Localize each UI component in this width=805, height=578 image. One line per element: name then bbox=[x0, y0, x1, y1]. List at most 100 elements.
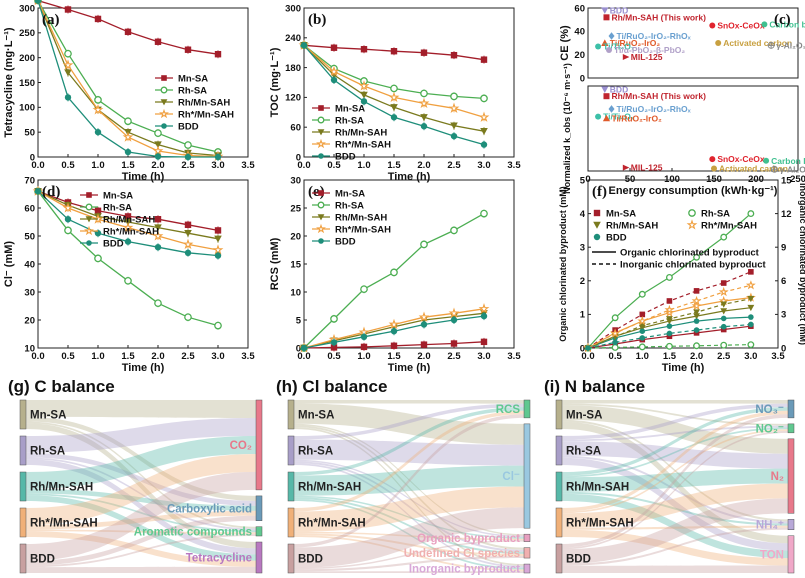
data-point bbox=[152, 230, 164, 241]
x-tick-label: 2.0 bbox=[690, 351, 703, 362]
data-point bbox=[214, 153, 222, 161]
flow-link bbox=[562, 403, 788, 440]
data-point bbox=[62, 202, 74, 213]
scatter-point bbox=[761, 21, 768, 28]
legend-label: Mn-SA bbox=[335, 188, 365, 199]
y-tick-label: 20 bbox=[24, 315, 35, 326]
series-Mn-SA bbox=[300, 337, 488, 352]
point-label: BDD bbox=[610, 5, 628, 15]
flow-link bbox=[294, 535, 524, 572]
data-point bbox=[585, 345, 591, 351]
series-Mn-SA bbox=[34, 0, 222, 59]
y-right-tick-label: 3 bbox=[781, 310, 786, 321]
y-axis-label: Cl⁻ (mM) bbox=[3, 241, 15, 287]
legend-label: Rh-SA bbox=[103, 202, 132, 213]
y-tick-label: 5 bbox=[296, 315, 302, 326]
flow-link bbox=[26, 452, 256, 506]
data-point bbox=[420, 114, 428, 122]
point-label: BDD bbox=[610, 84, 628, 94]
data-point bbox=[693, 327, 700, 333]
x-tick-label: 1.0 bbox=[357, 160, 370, 171]
legend-marker bbox=[161, 75, 167, 81]
flow-link bbox=[26, 423, 256, 549]
legend-marker bbox=[85, 203, 93, 211]
y-tick-label: 0 bbox=[296, 343, 301, 354]
data-point bbox=[154, 244, 162, 251]
data-point bbox=[637, 315, 648, 326]
target-node bbox=[255, 495, 263, 521]
x-tick-label: 3.5 bbox=[771, 351, 785, 362]
flow-link bbox=[562, 527, 788, 566]
x-axis-label: Time (h) bbox=[388, 362, 431, 374]
data-point bbox=[154, 129, 162, 138]
point-label: MIL-125 bbox=[631, 52, 663, 62]
source-label: BDD bbox=[30, 554, 55, 566]
x-tick-label: 0.5 bbox=[61, 351, 75, 362]
legend: Mn-SA Rh-SA Rh/Mn-SAH Rh*/Mn-SAH BDD Organic … bbox=[592, 208, 767, 270]
data-point bbox=[693, 330, 700, 336]
data-point bbox=[691, 300, 702, 311]
scatter-point bbox=[715, 40, 722, 46]
x-tick-label: 1.5 bbox=[387, 351, 401, 362]
flow-link bbox=[562, 498, 788, 564]
target-label: N₂ bbox=[771, 471, 784, 483]
data-point bbox=[124, 238, 132, 245]
legend-label: Rh*/Mn-SAH bbox=[178, 109, 234, 120]
source-label: Rh-SA bbox=[298, 446, 333, 458]
y-tick-label: 0 bbox=[296, 152, 301, 163]
data-point bbox=[390, 328, 398, 335]
x-tick-label: 1.5 bbox=[387, 160, 401, 171]
legend-label: Mn-SA bbox=[178, 73, 208, 84]
data-point bbox=[64, 94, 72, 101]
legend-marker bbox=[318, 190, 324, 196]
data-point bbox=[448, 307, 460, 318]
series-BDD bbox=[34, 0, 222, 161]
data-point bbox=[664, 307, 675, 318]
data-point bbox=[420, 49, 428, 56]
sankey-title: (g) C balance bbox=[8, 377, 115, 396]
flow-link bbox=[26, 421, 256, 529]
y-tick-label: 180 bbox=[285, 63, 301, 74]
x-tick-label: 1.0 bbox=[357, 351, 370, 362]
x-tick-label: 3.0 bbox=[211, 351, 224, 362]
flow-link bbox=[26, 493, 256, 533]
flow-link bbox=[26, 534, 256, 568]
scatter-point bbox=[709, 22, 716, 29]
plot-frame bbox=[587, 179, 779, 349]
flow-link bbox=[294, 465, 524, 496]
data-point bbox=[214, 50, 222, 58]
source-label: Rh/Mn-SAH bbox=[298, 482, 361, 494]
data-point bbox=[666, 316, 673, 323]
data-point bbox=[214, 227, 222, 234]
legend-marker bbox=[688, 209, 696, 217]
panel-label: (d) bbox=[42, 184, 60, 200]
target-label: RCS bbox=[496, 404, 521, 416]
scatter-point bbox=[601, 86, 609, 93]
source-node bbox=[555, 399, 563, 430]
legend-marker bbox=[686, 219, 698, 230]
data-point bbox=[480, 127, 488, 135]
data-point bbox=[666, 298, 673, 304]
data-point bbox=[390, 84, 398, 93]
point-label: Ti/RuO₂-IrO₂-RhOₓ bbox=[617, 31, 692, 41]
data-point bbox=[420, 341, 428, 348]
series-BDD bbox=[300, 42, 488, 149]
scatter-point bbox=[763, 157, 770, 164]
flow-link bbox=[26, 417, 256, 453]
y-tick-label: 50 bbox=[24, 231, 35, 242]
source-node bbox=[555, 543, 563, 574]
y-tick-label: 2 bbox=[580, 276, 585, 287]
data-point bbox=[184, 230, 192, 237]
data-point bbox=[610, 328, 621, 338]
x-tick-label: 3.5 bbox=[507, 160, 521, 171]
y-tick-label: 250 bbox=[19, 28, 35, 39]
data-point bbox=[720, 308, 728, 315]
flow-link bbox=[26, 457, 256, 531]
data-point bbox=[420, 240, 428, 249]
x-tick-label: 3.0 bbox=[211, 160, 224, 171]
x-tick-label: 2.5 bbox=[181, 351, 195, 362]
y-tick-label: 5 bbox=[580, 175, 586, 186]
legend-marker bbox=[316, 223, 326, 234]
